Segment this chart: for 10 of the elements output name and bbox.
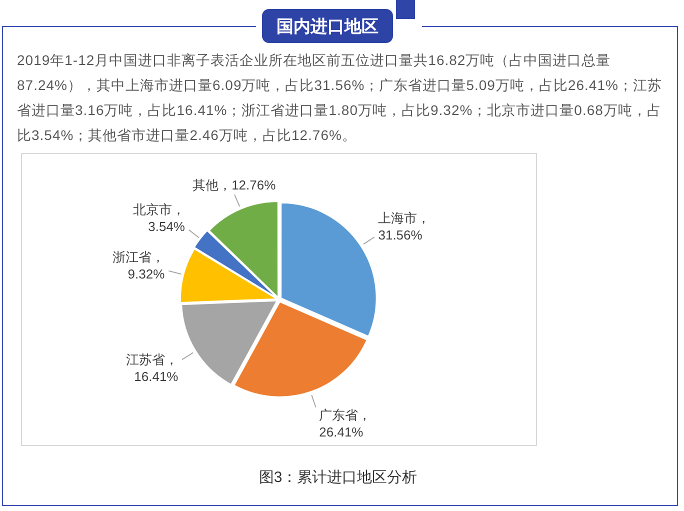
slice-label: 北京市，3.54% bbox=[133, 202, 186, 234]
title-tab: 国内进口地区 bbox=[262, 9, 393, 43]
slice-label: 其他，12.76% bbox=[192, 177, 276, 192]
slice-label: 上海市，31.56% bbox=[378, 210, 430, 242]
chart-subtitle: 2019年1-12月中国进口非离子表活企业所在地区前五位进口量共16.82万吨（占中国进口总量87.24%），其中上海市进口量6.09万吨，占比31.56%；广东省进口量5.09万吨，占比26.41%；江苏省进口量3.16万吨，占比16.41%；浙江省进口量1.80万吨，占比9.32%；北京市进口量0.68万吨，占比3.54%；其他省市进口量2.46万吨，占比12.76%。 bbox=[17, 51, 663, 145]
chart-title: 国内进口地区 bbox=[276, 16, 378, 38]
slice-label: 浙江省，9.32% bbox=[112, 249, 166, 282]
slice-label: 广东省，26.41% bbox=[319, 408, 372, 440]
caption: 图3：累计进口地区分析 bbox=[258, 468, 418, 487]
slice-label: 江苏省，16.41% bbox=[126, 352, 179, 384]
